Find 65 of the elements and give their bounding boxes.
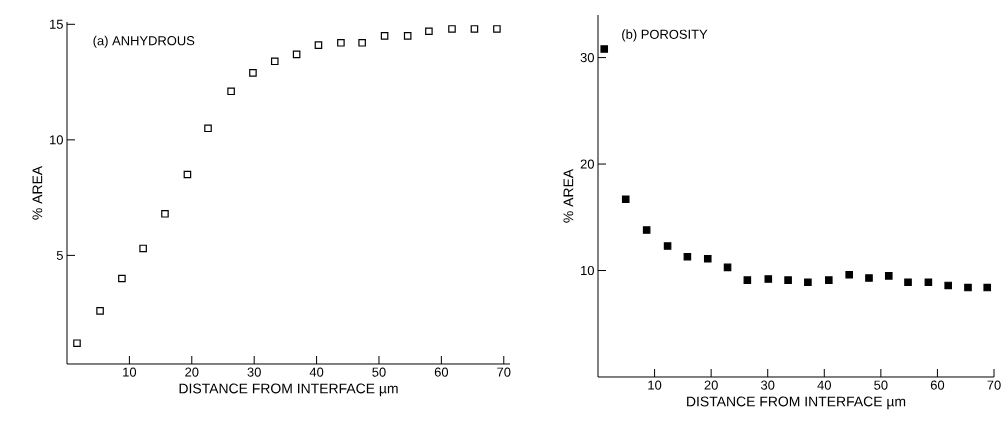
point — [118, 274, 126, 283]
point — [723, 263, 732, 272]
point — [663, 242, 672, 250]
point — [425, 27, 433, 36]
point — [621, 195, 630, 203]
point — [358, 38, 366, 47]
point — [96, 307, 104, 315]
point — [642, 226, 651, 234]
y-axis-title: % AREA — [563, 168, 574, 223]
point — [600, 45, 609, 53]
point — [884, 272, 893, 280]
point — [161, 209, 169, 218]
point — [944, 281, 952, 290]
point — [270, 57, 279, 66]
x-tick-label: 70 — [987, 380, 1001, 390]
y-tick-label: 30 — [580, 53, 594, 63]
point — [470, 25, 479, 33]
point — [784, 276, 792, 284]
x-tick-label: 30 — [761, 380, 775, 390]
y-tick-label: 20 — [580, 159, 594, 169]
point — [204, 124, 212, 133]
point — [227, 87, 235, 96]
point — [845, 270, 853, 279]
point — [403, 32, 412, 40]
point — [448, 25, 456, 33]
x-tick-label: 30 — [247, 367, 261, 377]
point — [292, 50, 301, 59]
point — [493, 25, 501, 33]
x-tick-label: 60 — [930, 380, 945, 390]
x-tick-label: 10 — [123, 367, 137, 377]
annotation: (a) ANHYDROUS — [93, 35, 195, 48]
point — [804, 278, 812, 287]
x-tick-label: 50 — [874, 380, 888, 390]
point — [249, 69, 257, 77]
x-tick-label: 40 — [817, 380, 831, 390]
point — [865, 274, 873, 282]
x-tick-label: 60 — [434, 367, 449, 377]
x-axis-title: DISTANCE FROM INTERFACE µm — [687, 396, 906, 410]
x-tick-label: 50 — [372, 367, 386, 377]
point — [139, 244, 147, 253]
annotation: (b) POROSITY — [622, 29, 708, 42]
point — [683, 252, 692, 261]
point — [764, 275, 773, 283]
y-tick-label: 5 — [56, 250, 63, 260]
x-tick-label: 40 — [309, 367, 324, 377]
point — [314, 41, 323, 49]
point — [983, 283, 992, 292]
y-tick-label: 10 — [50, 135, 63, 145]
x-axis-title: DISTANCE FROM INTERFACE µm — [179, 383, 398, 397]
point — [337, 38, 345, 47]
point — [825, 276, 833, 284]
x-tick-label: 70 — [497, 367, 511, 377]
point — [73, 339, 81, 347]
point — [904, 278, 912, 287]
point — [703, 255, 712, 263]
x-tick-label: 20 — [185, 367, 199, 377]
y-tick-label: 15 — [50, 19, 63, 29]
point — [924, 278, 933, 287]
point — [743, 276, 752, 284]
y-axis-title: % AREA — [32, 165, 43, 220]
x-tick-label: 10 — [648, 380, 662, 390]
x-tick-label: 20 — [704, 380, 718, 390]
point — [380, 32, 389, 40]
y-tick-label: 10 — [581, 265, 594, 276]
point — [964, 283, 972, 292]
